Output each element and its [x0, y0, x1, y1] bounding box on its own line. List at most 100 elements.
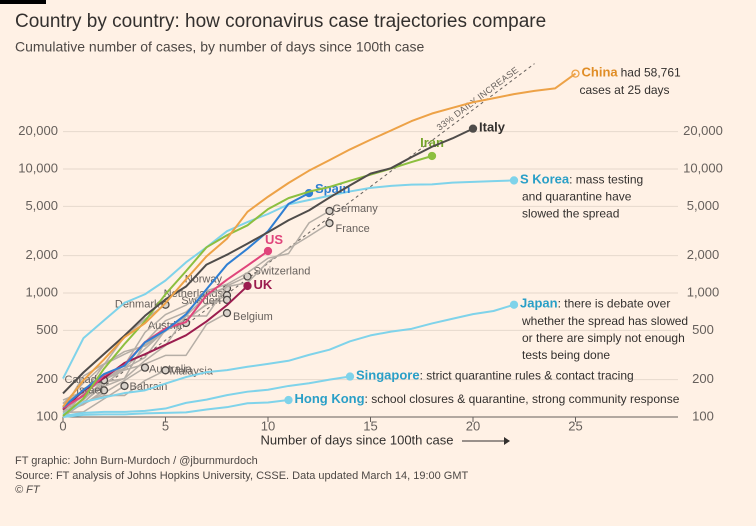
series-line — [62, 399, 289, 418]
series-label: Germany — [333, 203, 379, 215]
x-axis-label: Number of days since 100th case — [261, 432, 454, 447]
annotation: : there is debate over — [558, 297, 671, 311]
annotation: or there are simply not enough — [522, 331, 685, 345]
axis-arrow-head — [504, 437, 510, 445]
series-label: Malaysia — [170, 365, 214, 377]
chart-subtitle: Cumulative number of cases, by number of… — [15, 39, 425, 55]
series-line — [62, 127, 474, 395]
y-tick-label: 1,000 — [25, 284, 58, 299]
end-marker — [468, 124, 478, 133]
end-marker — [571, 69, 580, 78]
end-marker — [99, 386, 109, 395]
y-tick-label-right: 200 — [692, 371, 714, 386]
series-name: Malaysia — [170, 365, 214, 377]
end-marker — [222, 295, 232, 305]
y-tick-label-right: 5,000 — [687, 198, 720, 213]
series-label: Singapore: strict quarantine rules & con… — [356, 368, 634, 383]
series-line — [62, 303, 515, 416]
y-tick-label-right: 100 — [692, 408, 714, 423]
y-tick-label-right: 20,000 — [683, 123, 723, 138]
annotation: and quarantine have — [522, 190, 632, 204]
series-line — [62, 179, 515, 380]
series-name: S Korea — [520, 172, 570, 187]
y-tick-label-right: 2,000 — [687, 247, 720, 262]
end-marker — [243, 281, 252, 291]
series-name: Switzerland — [254, 265, 311, 277]
series-name: Bahrain — [130, 381, 168, 393]
annotation: : school closures & quarantine, strong c… — [365, 392, 680, 406]
series-label: China had 58,761 — [582, 65, 682, 80]
series-line — [62, 312, 228, 413]
series-label: Italy — [479, 120, 506, 135]
series-name: US — [265, 232, 283, 247]
series-name: Iran — [420, 135, 444, 150]
x-tick-label: 25 — [568, 418, 582, 433]
series-name: Italy — [479, 120, 506, 135]
end-marker — [284, 395, 293, 405]
series-label: UK — [254, 277, 273, 292]
series-label: Japan: there is debate over — [520, 296, 670, 311]
annotation: whether the spread has slowed — [521, 314, 688, 328]
y-tick-label: 5,000 — [25, 198, 58, 213]
series-line — [62, 385, 125, 414]
series-name: Singapore — [356, 368, 420, 383]
x-tick-label: 10 — [261, 418, 275, 433]
series-line — [62, 72, 577, 408]
series-label: Spain — [315, 182, 350, 197]
series-name: Japan — [520, 296, 558, 311]
reference-label: 33% DAILY INCREASE — [435, 65, 521, 133]
y-tick-label: 200 — [36, 371, 58, 386]
end-marker — [161, 300, 170, 309]
source: Source: FT analysis of Johns Hopkins Uni… — [15, 470, 469, 482]
end-marker — [263, 246, 273, 256]
series-label: US — [265, 232, 283, 247]
annotation: : strict quarantine rules & contact trac… — [420, 369, 634, 383]
series-label: Belgium — [233, 311, 273, 323]
y-tick-label: 20,000 — [18, 123, 58, 138]
x-tick-label: 0 — [59, 418, 66, 433]
end-marker — [140, 363, 150, 372]
series-label: S Korea: mass testing — [520, 172, 643, 187]
annotation: : mass testing — [569, 173, 643, 187]
end-marker — [345, 372, 355, 381]
series-name: UK — [254, 277, 273, 292]
end-marker — [509, 176, 519, 185]
y-tick-label: 100 — [36, 408, 58, 423]
series-name: China — [582, 65, 619, 80]
end-marker — [509, 300, 519, 309]
x-tick-label: 5 — [162, 418, 169, 433]
y-tick-label: 10,000 — [18, 160, 58, 175]
end-marker — [427, 151, 437, 161]
annotation: had 58,761 — [621, 66, 681, 80]
y-tick-label-right: 500 — [692, 322, 714, 337]
x-tick-label: 20 — [466, 418, 480, 433]
chart-title: Country by country: how coronavirus case… — [15, 11, 546, 32]
series-line — [62, 375, 351, 417]
y-tick-label-right: 10,000 — [683, 160, 723, 175]
end-marker — [325, 206, 334, 216]
end-marker — [222, 308, 232, 318]
annotation: slowed the spread — [522, 207, 619, 221]
reference-line — [62, 63, 535, 418]
y-tick-label-right: 1,000 — [687, 284, 720, 299]
series-label: France — [336, 223, 370, 235]
y-tick-label: 2,000 — [25, 247, 58, 262]
x-tick-label: 15 — [363, 418, 377, 433]
copyright: © FT — [15, 484, 41, 496]
annotation: cases at 25 days — [580, 83, 670, 97]
ft-bar — [0, 0, 46, 4]
series-label: Bahrain — [130, 381, 168, 393]
end-marker — [325, 218, 334, 228]
series-label: Hong Kong: school closures & quarantine,… — [295, 391, 680, 406]
series-name: Spain — [315, 182, 350, 197]
series-name: France — [336, 223, 370, 235]
series-name: Belgium — [233, 311, 273, 323]
series-name: Germany — [333, 203, 379, 215]
series-label: Switzerland — [254, 265, 311, 277]
end-marker — [120, 381, 129, 391]
end-marker — [161, 366, 170, 375]
annotation: tests being done — [522, 348, 610, 362]
series-name: Hong Kong — [295, 391, 365, 406]
credit: FT graphic: John Burn-Murdoch / @jburnmu… — [15, 455, 258, 467]
